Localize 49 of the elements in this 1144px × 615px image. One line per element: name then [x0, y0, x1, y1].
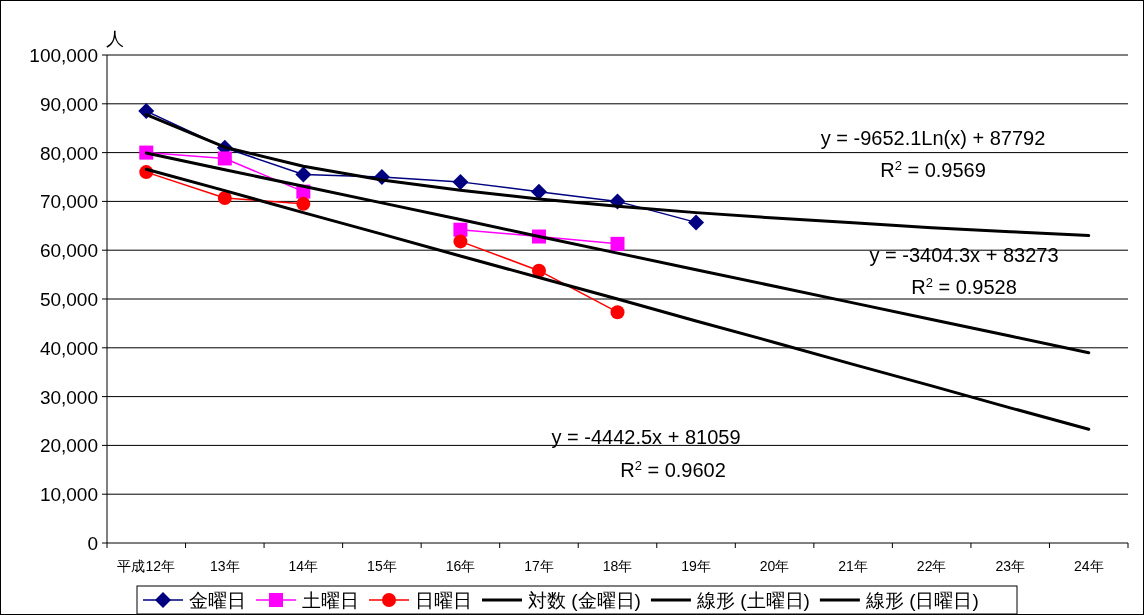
- y-tick-label: 30,000: [39, 386, 98, 408]
- x-tick-label: 23年: [995, 558, 1025, 574]
- point: [452, 173, 469, 190]
- x-tick-label: 16年: [445, 558, 476, 574]
- y-tick-label: 80,000: [39, 142, 98, 164]
- annotation: R$^{2}$ = 0.9569: [880, 157, 986, 181]
- legend-label: 日曜日: [415, 590, 472, 611]
- x-tick-label: 20年: [759, 558, 790, 574]
- point: [688, 214, 705, 231]
- point: [610, 236, 625, 251]
- point: [531, 263, 546, 278]
- x-tick-label: 19年: [681, 558, 711, 574]
- y-tick-label: 60,000: [39, 240, 98, 262]
- y-tick-label: 10,000: [39, 484, 98, 506]
- legend-label: 金曜日: [189, 590, 246, 611]
- y-axis-title: 人: [106, 29, 124, 49]
- x-tick-label: 18年: [602, 558, 633, 574]
- point: [610, 305, 625, 320]
- annotation: y = -9652.1Ln(x) + 87792: [820, 127, 1046, 149]
- point: [295, 166, 312, 183]
- point: [453, 234, 468, 249]
- legend-label: 線形 (日曜日): [864, 590, 979, 611]
- y-tick-label: 0: [87, 533, 98, 554]
- x-tick-label: 平成12年: [117, 558, 176, 574]
- y-tick-label: 50,000: [39, 289, 98, 310]
- legend-label: 土曜日: [302, 590, 359, 611]
- y-tick-label: 70,000: [39, 191, 98, 213]
- x-tick-label: 21年: [838, 558, 868, 574]
- legend-label: 線形 (土曜日): [695, 590, 810, 611]
- legend-label: 対数 (金曜日): [528, 590, 641, 611]
- point: [453, 222, 468, 237]
- point: [296, 196, 311, 211]
- y-tick-label: 20,000: [39, 435, 98, 457]
- x-tick-label: 24年: [1073, 558, 1104, 574]
- y-tick-label: 40,000: [39, 337, 98, 359]
- annotation: R$^{2}$ = 0.9602: [620, 457, 726, 481]
- x-tick-label: 14年: [288, 558, 319, 574]
- y-tick-label: 100,000: [29, 45, 98, 66]
- annotation: R$^{2}$ = 0.9528: [911, 274, 1017, 298]
- annotation: y = -4442.5x + 81059: [551, 426, 741, 448]
- x-tick-label: 13年: [210, 558, 240, 574]
- x-tick-label: 15年: [367, 558, 397, 574]
- annotation: y = -3404.3x + 83273: [869, 244, 1059, 266]
- point: [530, 183, 547, 200]
- x-tick-label: 17年: [524, 558, 554, 574]
- x-tick-label: 22年: [916, 558, 947, 574]
- y-tick-label: 90,000: [39, 93, 98, 115]
- point: [217, 151, 232, 166]
- point: [217, 190, 232, 205]
